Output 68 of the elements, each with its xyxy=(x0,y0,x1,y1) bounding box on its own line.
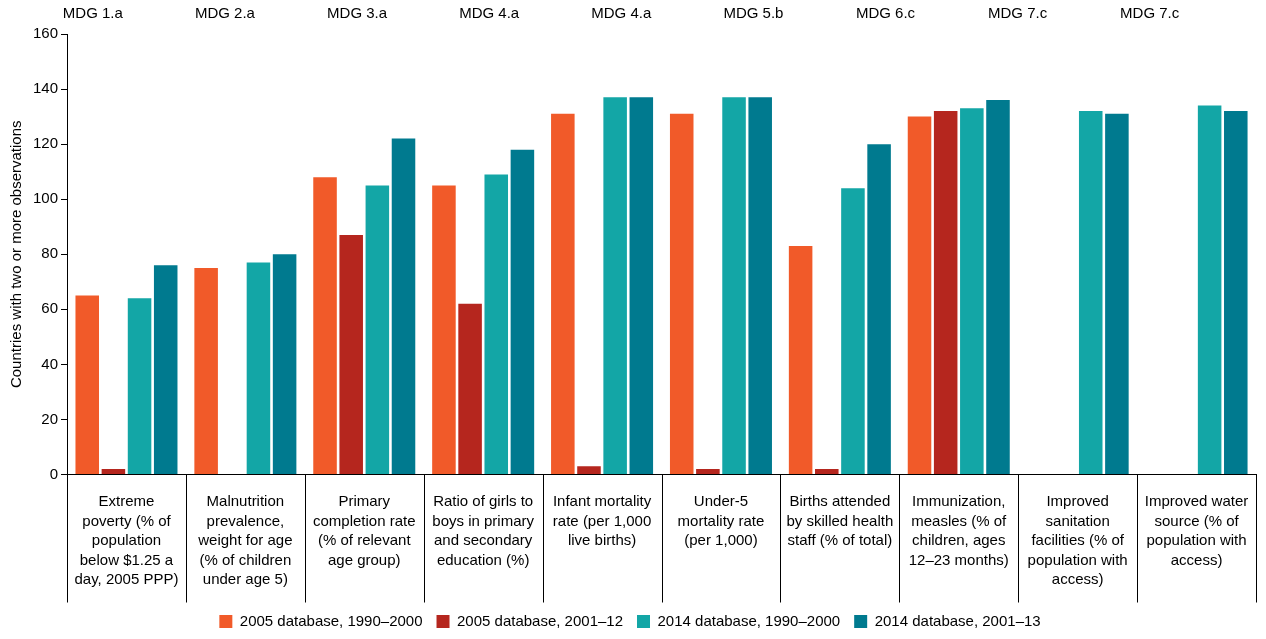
legend-label: 2005 database, 2001–12 xyxy=(457,611,624,629)
bar xyxy=(127,298,152,474)
bar xyxy=(629,97,654,474)
y-tick-label: 60 xyxy=(41,299,59,317)
bar xyxy=(907,116,932,474)
x-tick-label: Extreme poverty (% of population below $1.25 a day, 2005 PPP) xyxy=(74,492,179,588)
bar xyxy=(696,468,720,474)
text: MDG 5.b xyxy=(723,4,784,22)
bar xyxy=(1078,111,1103,474)
bar xyxy=(101,468,126,474)
bar xyxy=(1197,105,1222,474)
bar xyxy=(986,100,1010,474)
bar xyxy=(339,234,363,474)
bar xyxy=(815,468,839,474)
y-axis-title: Countries with two or more observations xyxy=(7,120,25,389)
bar xyxy=(75,295,100,474)
x-tick-label: Ratio of girls to boys in primary and secondary education (%) xyxy=(432,492,535,568)
text: MDG 1.a xyxy=(62,4,124,22)
x-tick-label: Malnutrition prevalence, weight for age (% of children under age 5) xyxy=(197,492,293,588)
bar xyxy=(603,97,627,474)
bar xyxy=(1224,111,1248,474)
y-tick-label: 20 xyxy=(41,409,59,427)
legend-label: 2005 database, 1990–2000 xyxy=(239,611,423,629)
bar xyxy=(153,265,178,474)
bar xyxy=(458,303,482,474)
text: MDG 4.a xyxy=(591,4,652,22)
bar xyxy=(960,108,984,474)
x-tick-label: Improved sanitation facilities (% of population with access) xyxy=(1027,492,1128,588)
text: MDG 6.c xyxy=(855,4,916,22)
bar xyxy=(246,262,271,474)
text: MDG 7.c xyxy=(1120,4,1180,22)
bar xyxy=(194,268,218,474)
x-tick-label: Infant mortality rate (per 1,000 live births) xyxy=(552,492,652,549)
bar xyxy=(788,245,813,474)
bar xyxy=(867,144,891,474)
legend-label: 2014 database, 2001–13 xyxy=(874,611,1041,629)
bar xyxy=(313,177,337,474)
y-tick-label: 120 xyxy=(33,134,59,152)
bar xyxy=(484,174,509,474)
text: MDG 4.a xyxy=(459,4,520,22)
text: MDG 7.c xyxy=(988,4,1048,22)
y-tick-label: 100 xyxy=(33,189,59,207)
x-tick-label: Immunization, measles (% of children, ages 12–23 months) xyxy=(908,492,1009,568)
y-tick-label: 160 xyxy=(33,24,59,42)
bar xyxy=(933,111,958,474)
bar xyxy=(748,97,772,474)
bar xyxy=(272,254,297,474)
bar xyxy=(577,466,601,474)
y-tick-label: 140 xyxy=(33,79,59,97)
text: MDG 2.a xyxy=(194,4,256,22)
x-tick-label: Primary completion rate (% of relevant age group) xyxy=(312,492,416,568)
bar xyxy=(391,138,416,474)
bar xyxy=(551,113,575,474)
bar xyxy=(365,185,390,474)
y-tick-label: 0 xyxy=(49,464,59,482)
x-tick-label: Under-5 mortality rate (per 1,000) xyxy=(677,492,765,549)
text: MDG 3.a xyxy=(327,4,388,22)
bar xyxy=(669,113,694,474)
bar xyxy=(722,97,746,474)
x-tick-label: Improved water source (% of population with access) xyxy=(1144,492,1249,568)
bar xyxy=(510,149,535,474)
y-tick-label: 80 xyxy=(41,244,59,262)
x-tick-label: Births attended by skilled health staff (% of total) xyxy=(786,492,894,549)
bar xyxy=(841,188,865,474)
legend-label: 2014 database, 1990–2000 xyxy=(657,611,841,629)
bar xyxy=(1105,113,1129,474)
y-tick-label: 40 xyxy=(41,354,59,372)
bar xyxy=(432,185,456,474)
